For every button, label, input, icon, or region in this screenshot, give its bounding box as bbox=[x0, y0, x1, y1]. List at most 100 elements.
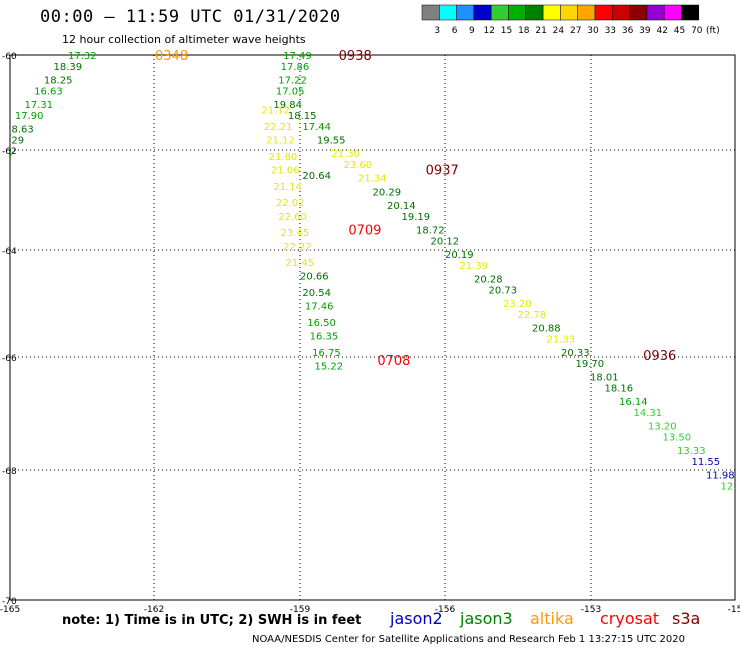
swh-value: 17.58 bbox=[0, 149, 12, 160]
units-note: note: 1) Time is in UTC; 2) SWH is in fe… bbox=[62, 613, 362, 628]
swh-value: 16.50 bbox=[307, 318, 336, 329]
swh-value: 18.63 bbox=[5, 125, 34, 136]
swh-value: 16.12 bbox=[0, 160, 2, 171]
x-tick-label: -159 bbox=[290, 605, 311, 615]
pass-time-label: 0938 bbox=[339, 49, 372, 64]
y-tick-label: -68 bbox=[2, 467, 17, 477]
swh-value: 20.19 bbox=[445, 250, 474, 261]
colorbar-swatch bbox=[681, 4, 700, 21]
swh-value: 23.45 bbox=[281, 228, 310, 239]
x-tick-label: -15 bbox=[728, 605, 740, 615]
swh-value: 11.55 bbox=[692, 457, 721, 468]
swh-value: 21.45 bbox=[286, 258, 315, 269]
page-title: 00:00 – 11:59 UTC 01/31/2020 bbox=[40, 7, 341, 27]
swh-plot: -60 -62 -64 -66 -68 -70-165 -162 -159 -156 -153 -1… bbox=[0, 49, 740, 615]
colorbar-tick-label: 33 bbox=[605, 26, 616, 36]
swh-value: 21.12 bbox=[261, 106, 290, 117]
y-tick-label: -64 bbox=[2, 247, 17, 257]
colorbar-tick-label: 45 bbox=[674, 26, 685, 36]
swh-value: 22.02 bbox=[276, 198, 305, 209]
colorbar-tick-label: 12 bbox=[483, 26, 494, 36]
pass-time-label: 0348 bbox=[155, 49, 188, 64]
swh-value: 13.20 bbox=[648, 422, 677, 433]
x-tick-label: -162 bbox=[144, 605, 164, 615]
swh-value: 20.66 bbox=[300, 272, 329, 283]
swh-value: 22.21 bbox=[264, 122, 293, 133]
swh-value: 20.29 bbox=[373, 187, 402, 198]
swh-value: 22.22 bbox=[283, 242, 312, 253]
swh-value: 18.29 bbox=[0, 135, 24, 146]
colorbar-tick-label: 15 bbox=[501, 26, 512, 36]
swh-value: 11.39 bbox=[735, 495, 740, 506]
colorbar-tick-label: 39 bbox=[639, 26, 651, 36]
x-tick-label: -165 bbox=[0, 605, 20, 615]
colorbar-tick-label: 3 bbox=[434, 26, 440, 36]
swh-value: 13.50 bbox=[663, 433, 692, 444]
swh-value: 18.72 bbox=[416, 225, 445, 236]
colorbar-tick-label: 21 bbox=[535, 26, 546, 36]
swh-value: 21.06 bbox=[271, 165, 300, 176]
swh-value: 19.70 bbox=[576, 359, 605, 370]
y-tick-label: -66 bbox=[2, 354, 17, 364]
swh-value: 18.15 bbox=[288, 111, 317, 122]
colorbar-tick-label: 24 bbox=[553, 26, 565, 36]
satellite-legend-s3a: s3a bbox=[672, 609, 701, 628]
pass-time-label: 0708 bbox=[377, 354, 410, 369]
swh-value: 20.14 bbox=[387, 201, 416, 212]
swh-value: 20.73 bbox=[489, 285, 518, 296]
swh-value: 23.20 bbox=[503, 299, 532, 310]
plot-frame bbox=[9, 54, 736, 601]
colorbar-tick-label: 18 bbox=[518, 26, 530, 36]
satellite-legend-jason3: jason3 bbox=[460, 609, 513, 628]
swh-value: 18.39 bbox=[54, 62, 83, 73]
swh-value: 15.22 bbox=[315, 362, 344, 373]
swh-value: 18.16 bbox=[605, 383, 634, 394]
swh-value: 20.28 bbox=[474, 274, 503, 285]
swh-value: 22.60 bbox=[278, 212, 307, 223]
swh-value: 17.49 bbox=[283, 51, 312, 62]
swh-value: 23.60 bbox=[344, 160, 373, 171]
colorbar-tick-label: 70 bbox=[691, 26, 703, 36]
credit-footer: NOAA/NESDIS Center for Satellite Applica… bbox=[252, 634, 685, 645]
pass-time-label: 0937 bbox=[426, 163, 459, 178]
swh-value: 16.63 bbox=[34, 86, 63, 97]
colorbar-tick-label: 27 bbox=[570, 26, 581, 36]
swh-value: 21.33 bbox=[547, 334, 576, 345]
swh-value: 17.44 bbox=[302, 122, 331, 133]
swh-value: 12.03 bbox=[721, 482, 740, 493]
swh-value: 22.78 bbox=[518, 310, 547, 321]
colorbar-unit: (ft) bbox=[706, 26, 720, 36]
swh-value: 17.31 bbox=[25, 100, 54, 111]
page-subtitle: 12 hour collection of altimeter wave hei… bbox=[62, 33, 306, 46]
swh-value: 17.46 bbox=[305, 302, 334, 313]
swh-colorbar: 3 6 9 12 15 18 21 24 27 30 33 36 39 42 45 70 (ft) bbox=[421, 4, 720, 36]
x-tick-label: -156 bbox=[435, 605, 456, 615]
colorbar-tick-label: 6 bbox=[452, 26, 458, 36]
swh-value: 21.12 bbox=[266, 135, 295, 146]
swh-value: 17.05 bbox=[276, 86, 305, 97]
swh-value: 16.35 bbox=[310, 332, 339, 343]
swh-value: 17.32 bbox=[68, 51, 97, 62]
swh-value: 21.80 bbox=[269, 152, 298, 163]
x-tick-label: -153 bbox=[581, 605, 601, 615]
swh-value: 21.30 bbox=[331, 149, 360, 160]
swh-value: 19.84 bbox=[273, 100, 302, 111]
satellite-legend-cryosat: cryosat bbox=[600, 609, 660, 628]
swh-value: 17.90 bbox=[15, 111, 44, 122]
swh-value: 16.75 bbox=[312, 348, 341, 359]
swh-value: 20.54 bbox=[302, 288, 331, 299]
colorbar-tick-label: 42 bbox=[656, 26, 667, 36]
swh-value: 17.86 bbox=[281, 62, 310, 73]
colorbar-tick-label: 36 bbox=[622, 26, 634, 36]
swh-value: 21.39 bbox=[460, 261, 489, 272]
swh-value: 17.22 bbox=[278, 76, 307, 87]
y-tick-label: -70 bbox=[2, 597, 17, 607]
pass-time-label: 0936 bbox=[643, 349, 676, 364]
colorbar-tick-label: 30 bbox=[587, 26, 599, 36]
swh-value: 18.01 bbox=[590, 373, 619, 384]
swh-value: 20.33 bbox=[561, 348, 590, 359]
swh-value: 19.19 bbox=[402, 212, 431, 223]
colorbar-tick-label: 9 bbox=[469, 26, 475, 36]
swh-value: 19.55 bbox=[317, 135, 346, 146]
